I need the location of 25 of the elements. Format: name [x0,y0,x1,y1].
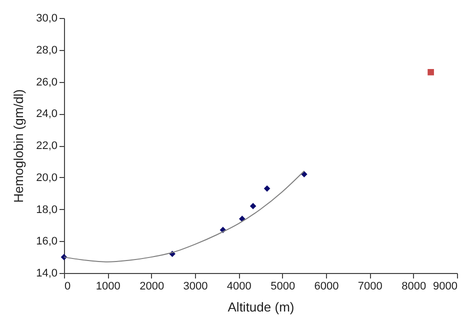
y-tick-label: 18,0 [36,204,58,216]
point [250,202,256,210]
y-tick-label: 16,0 [36,236,58,248]
y-tick-label: 14,0 [36,268,58,280]
x-axis-title: Altitude (m) [228,300,294,314]
x-tick-label: 1000 [96,280,120,292]
y-tick-label: 24,0 [36,108,58,120]
x-tick-label: 8000 [402,280,426,292]
x-tick-label: 3000 [183,280,208,292]
point [264,185,270,192]
x-tick-label: 6000 [314,280,339,292]
x-tick-label: 0 [64,280,71,292]
x-tick-label: 5000 [270,280,296,292]
x-tick-label: 4000 [226,280,252,292]
y-tick-label: 22,0 [36,140,58,152]
y-tick-label: 28,0 [36,44,58,56]
x-tick-label: 7000 [358,280,382,292]
y-tick-label: 30,0 [36,12,58,24]
y-axis-title: Hemoglobin (gm/dl) [11,89,26,203]
point [301,171,308,178]
x-tick-label: 9000 [433,280,458,292]
y-tick-label: 20,0 [36,172,58,184]
point [428,69,434,76]
y-tick-label: 26,0 [36,76,58,88]
x-tick-label: 2000 [140,280,164,292]
